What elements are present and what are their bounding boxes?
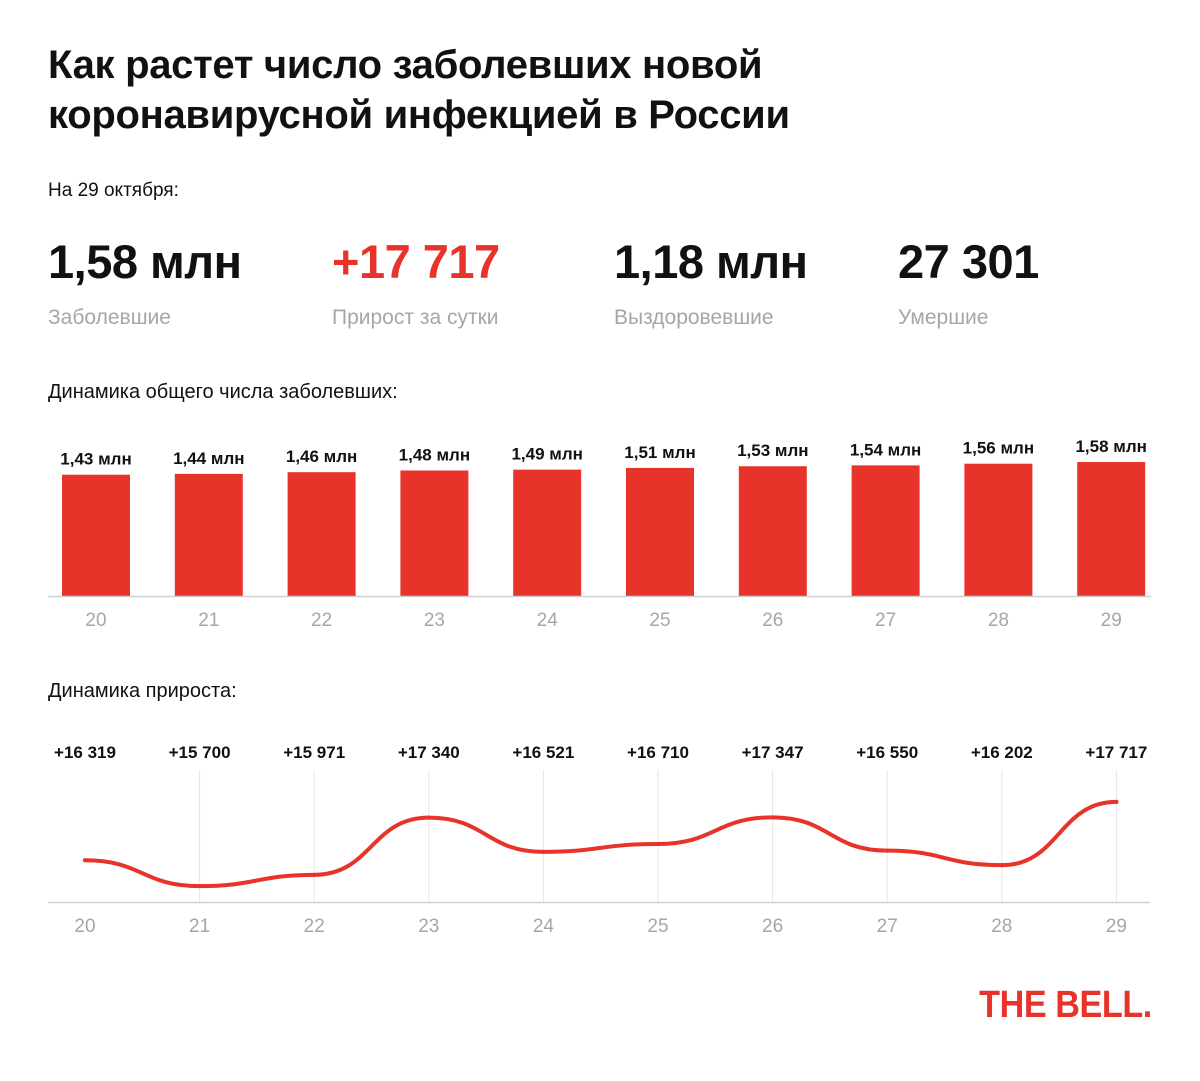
increase-point-26: [770, 815, 775, 820]
increase-point-25: [656, 841, 660, 846]
line-chart-title: Динамика прироста:: [48, 680, 237, 702]
x-tick-label-27: 27: [877, 916, 898, 937]
x-tick-label-25: 25: [647, 916, 668, 937]
increase-point-28: [999, 863, 1004, 868]
x-tick-label-24: 24: [537, 610, 559, 631]
x-tick-label-29: 29: [1101, 610, 1122, 631]
x-tick-label-20: 20: [85, 610, 106, 631]
bar-29: [1077, 462, 1146, 596]
stat-daily-increase-label: Прирост за сутки: [332, 306, 499, 329]
line-chart: +16 319 20 +15 700 21 +15 971 22 +17 340 23 +16 …: [48, 743, 1150, 937]
stat-daily-increase-value: +17 717: [332, 235, 500, 288]
x-tick-label-22: 22: [304, 916, 325, 937]
bar-22: [287, 472, 356, 596]
stat-recovered: 1,18 млн Выздоровевшие: [614, 232, 894, 330]
bar-value-label-22: 1,46 млн: [286, 447, 357, 466]
bar-20: [62, 474, 130, 596]
stat-cases-value: 1,58 млн: [48, 235, 242, 288]
increase-value-label-24: +16 521: [512, 743, 574, 762]
increase-point-22: [312, 872, 317, 877]
increase-point-21: [197, 884, 202, 889]
increase-value-label-25: +16 710: [627, 743, 689, 762]
bar-chart: 1,43 млн 20 1,44 млн 21 1,46 млн 22 1,48 млн 23…: [48, 437, 1152, 631]
increase-value-label-26: +17 347: [742, 743, 804, 762]
bar-23: [400, 470, 469, 596]
increase-point-23: [426, 815, 431, 820]
x-tick-label-23: 23: [418, 916, 439, 937]
stat-recovered-value: 1,18 млн: [614, 235, 808, 288]
bar-value-label-26: 1,53 млн: [737, 441, 808, 460]
increase-value-label-22: +15 971: [283, 743, 345, 762]
x-tick-label-26: 26: [762, 610, 783, 631]
x-tick-label-26: 26: [762, 916, 783, 937]
x-tick-label-28: 28: [991, 916, 1012, 937]
x-tick-label-29: 29: [1106, 916, 1127, 937]
increase-value-label-27: +16 550: [856, 743, 918, 762]
x-tick-label-22: 22: [311, 610, 332, 631]
x-tick-label-20: 20: [74, 916, 95, 937]
bar-21: [174, 473, 243, 596]
increase-point-20: [83, 858, 87, 863]
stat-recovered-label: Выздоровевшие: [614, 306, 774, 329]
increase-point-27: [885, 848, 890, 853]
bar-26: [738, 466, 807, 596]
bar-chart-title: Динамика общего числа заболевших:: [48, 381, 398, 403]
bar-28: [964, 463, 1033, 596]
bar-25: [626, 467, 694, 596]
stat-cases: 1,58 млн Заболевшие: [48, 232, 328, 330]
increase-point-24: [541, 849, 546, 854]
x-tick-label-24: 24: [533, 916, 555, 937]
increase-value-label-23: +17 340: [398, 743, 460, 762]
stat-cases-label: Заболевшие: [48, 306, 171, 329]
bar-value-label-21: 1,44 млн: [173, 449, 244, 468]
chart-title: Как растет число заболевших новой корона…: [48, 43, 790, 137]
increase-value-label-29: +17 717: [1085, 743, 1147, 762]
x-tick-label-25: 25: [649, 610, 670, 631]
bar-value-label-23: 1,48 млн: [399, 445, 470, 464]
increase-value-label-21: +15 700: [169, 743, 231, 762]
x-tick-label-21: 21: [198, 610, 219, 631]
x-tick-label-21: 21: [189, 916, 210, 937]
the-bell-logo: THE BELL.: [979, 984, 1152, 1026]
stat-deaths-value: 27 301: [898, 235, 1039, 288]
x-tick-label-28: 28: [988, 610, 1009, 631]
bar-value-label-27: 1,54 млн: [850, 440, 921, 459]
increase-series-line: [83, 799, 1119, 889]
bar-value-label-24: 1,49 млн: [511, 445, 582, 464]
bar-value-label-28: 1,56 млн: [963, 439, 1034, 458]
increase-value-label-20: +16 319: [54, 743, 116, 762]
bar-value-label-20: 1,43 млн: [60, 450, 131, 469]
bar-value-label-29: 1,58 млн: [1075, 437, 1146, 456]
x-tick-label-27: 27: [875, 610, 896, 631]
x-tick-label-23: 23: [424, 610, 445, 631]
as-of-date: На 29 октября:: [48, 180, 179, 201]
increase-point-29: [1114, 799, 1119, 804]
bar-27: [851, 465, 920, 596]
increase-value-label-28: +16 202: [971, 743, 1033, 762]
stat-deaths: 27 301 Умершие: [898, 232, 1178, 330]
bar-24: [513, 469, 582, 596]
bar-value-label-25: 1,51 млн: [624, 443, 695, 462]
stat-deaths-label: Умершие: [898, 306, 989, 329]
stat-daily-increase: +17 717 Прирост за сутки: [332, 232, 612, 330]
